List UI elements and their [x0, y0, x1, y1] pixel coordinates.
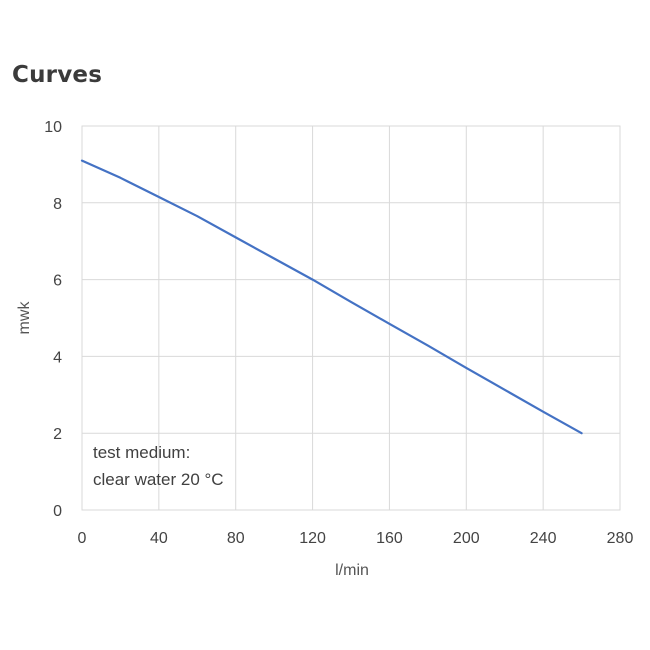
x-tick-label: 120 — [299, 530, 326, 547]
x-tick-label: 240 — [530, 530, 557, 547]
y-tick-label: 6 — [53, 273, 62, 290]
y-tick-label: 4 — [53, 349, 62, 366]
page-title: Curves — [12, 62, 103, 88]
plot-area — [81, 125, 621, 511]
x-tick-label: 280 — [607, 530, 634, 547]
x-tick-label: 160 — [376, 530, 403, 547]
y-tick-label: 0 — [53, 503, 62, 520]
y-axis-ticks: 0 2 4 6 8 10 — [44, 119, 62, 520]
y-tick-label: 2 — [53, 426, 62, 443]
x-tick-label: 0 — [78, 530, 87, 547]
y-tick-label: 8 — [53, 196, 62, 213]
annotation-line-2: clear water 20 °C — [93, 470, 224, 489]
series-line-pump-curve — [80, 159, 583, 435]
x-axis-ticks: 0 40 80 120 160 200 240 280 — [78, 530, 634, 547]
y-axis-label: mwk — [16, 301, 33, 335]
x-axis-label: l/min — [335, 562, 369, 579]
y-tick-label: 10 — [44, 119, 62, 136]
x-tick-label: 40 — [150, 530, 168, 547]
x-tick-label: 200 — [453, 530, 480, 547]
x-tick-label: 80 — [227, 530, 245, 547]
annotation-line-1: test medium: — [93, 443, 190, 462]
